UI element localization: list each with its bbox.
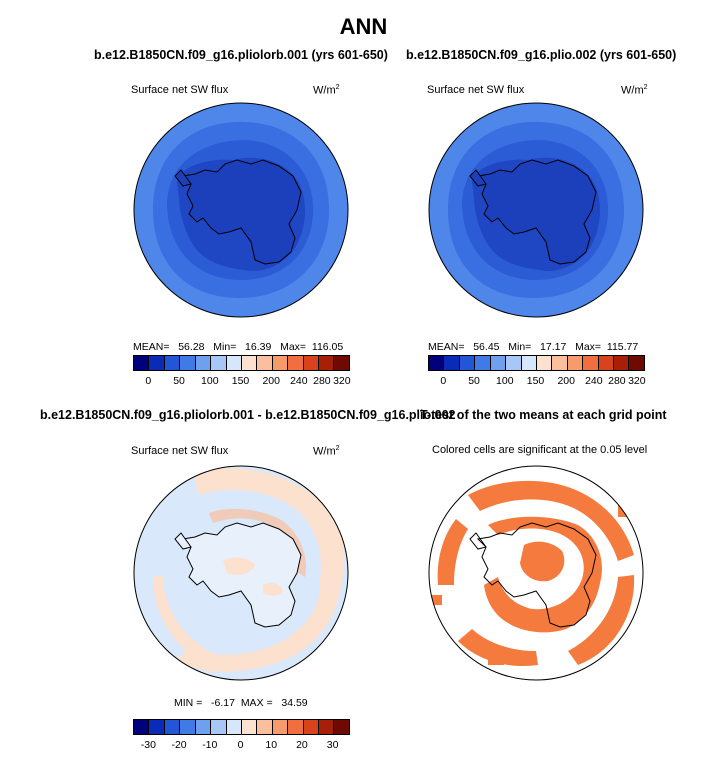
colorbar-swatch xyxy=(241,356,258,370)
colorbar-swatch xyxy=(211,720,227,734)
colorbar-tick-label: 200 xyxy=(262,375,280,387)
colorbar-swatch xyxy=(506,356,522,370)
colorbar-tick-label: 240 xyxy=(585,375,603,387)
colorbar-tick-label: 50 xyxy=(468,375,480,387)
colorbar-swatch xyxy=(552,356,568,370)
colorbar-tick-label: 320 xyxy=(628,375,646,387)
colorbar-swatch xyxy=(444,356,460,370)
colorbar-tick-label: 100 xyxy=(496,375,514,387)
colorbar-swatch xyxy=(134,720,150,734)
panel-2-units: W/m2 xyxy=(621,84,648,97)
colorbar-swatch xyxy=(149,356,165,370)
colorbar-swatch xyxy=(195,720,212,734)
colorbar-swatch xyxy=(459,356,476,370)
colorbar-swatch xyxy=(134,356,150,370)
colorbar-tick-label: 10 xyxy=(265,739,278,751)
colorbar-swatch xyxy=(226,720,242,734)
panel-3-stats: MIN = -6.17 MAX = 34.59 xyxy=(174,697,308,709)
panel-1-map xyxy=(133,102,349,318)
colorbar-tick-label: 320 xyxy=(333,375,351,387)
colorbar-2 xyxy=(428,355,645,371)
colorbar-swatch xyxy=(490,356,507,370)
colorbar-swatch xyxy=(629,356,644,370)
colorbar-swatch xyxy=(180,720,196,734)
colorbar-tick-label: 150 xyxy=(231,375,250,387)
colorbar-swatch xyxy=(583,356,599,370)
colorbar-swatch xyxy=(319,720,335,734)
colorbar-swatch xyxy=(149,720,165,734)
colorbar-swatch xyxy=(334,356,349,370)
colorbar-tick-label: 100 xyxy=(201,375,219,387)
colorbar-3 xyxy=(133,719,350,735)
colorbar-swatch xyxy=(257,356,273,370)
panel-4-title: T-test of the two means at each grid poi… xyxy=(420,408,667,422)
colorbar-tick-label: 280 xyxy=(608,375,626,387)
colorbar-swatch xyxy=(211,356,227,370)
colorbar-swatch xyxy=(272,720,289,734)
colorbar-tick-label: 280 xyxy=(313,375,331,387)
panel-1-variable: Surface net SW flux xyxy=(131,84,229,96)
colorbar-swatch xyxy=(567,356,584,370)
colorbar-swatch xyxy=(521,356,537,370)
colorbar-tick-label: 240 xyxy=(290,375,308,387)
colorbar-swatch xyxy=(429,356,445,370)
panel-1-title: b.e12.B1850CN.f09_g16.pliolorb.001 (yrs … xyxy=(94,48,388,62)
colorbar-tick-label: 0 xyxy=(145,375,152,387)
colorbar-swatch xyxy=(614,356,630,370)
colorbar-swatch xyxy=(195,356,212,370)
colorbar-tick-label: -30 xyxy=(140,739,156,751)
panel-1-units: W/m2 xyxy=(313,84,340,97)
colorbar-tick-label: 0 xyxy=(440,375,447,387)
panel-4-variable: Colored cells are significant at the 0.0… xyxy=(432,444,648,456)
colorbar-swatch xyxy=(288,356,304,370)
panel-3-variable: Surface net SW flux xyxy=(131,445,229,457)
colorbar-swatch xyxy=(598,356,615,370)
colorbar-swatch xyxy=(303,720,320,734)
colorbar-tick-label: -10 xyxy=(202,739,218,751)
panel-2-stats: MEAN= 56.45 Min= 17.17 Max= 115.77 xyxy=(428,341,639,353)
colorbar-swatch xyxy=(536,356,553,370)
colorbar-swatch xyxy=(303,356,320,370)
colorbar-swatch xyxy=(257,720,273,734)
colorbar-tick-label: -20 xyxy=(171,739,187,751)
panel-3-title: b.e12.B1850CN.f09_g16.pliolorb.001 - b.e… xyxy=(40,408,456,422)
colorbar-swatch xyxy=(288,720,304,734)
colorbar-swatch xyxy=(164,720,181,734)
colorbar-swatch xyxy=(475,356,491,370)
panel-1-stats: MEAN= 56.28 Min= 16.39 Max= 116.05 xyxy=(133,341,344,353)
colorbar-swatch xyxy=(180,356,196,370)
figure-title: ANN xyxy=(339,14,388,39)
colorbar-tick-label: 20 xyxy=(296,739,308,751)
colorbar-swatch xyxy=(241,720,258,734)
colorbar-1 xyxy=(133,355,350,371)
colorbar-tick-label: 0 xyxy=(237,739,244,751)
panel-2-map xyxy=(428,102,644,318)
panel-3-map xyxy=(133,465,349,681)
panel-2-variable: Surface net SW flux xyxy=(427,84,525,96)
colorbar-swatch xyxy=(272,356,289,370)
colorbar-swatch xyxy=(164,356,181,370)
colorbar-swatch xyxy=(334,720,349,734)
panel-4-map xyxy=(428,465,644,681)
panel-2-title: b.e12.B1850CN.f09_g16.plio.002 (yrs 601-… xyxy=(406,48,677,62)
colorbar-tick-label: 200 xyxy=(557,375,575,387)
panel-3-units: W/m2 xyxy=(313,445,340,458)
colorbar-swatch xyxy=(319,356,335,370)
colorbar-tick-label: 30 xyxy=(326,739,339,751)
colorbar-tick-label: 150 xyxy=(526,375,545,387)
colorbar-tick-label: 50 xyxy=(173,375,185,387)
colorbar-swatch xyxy=(226,356,242,370)
